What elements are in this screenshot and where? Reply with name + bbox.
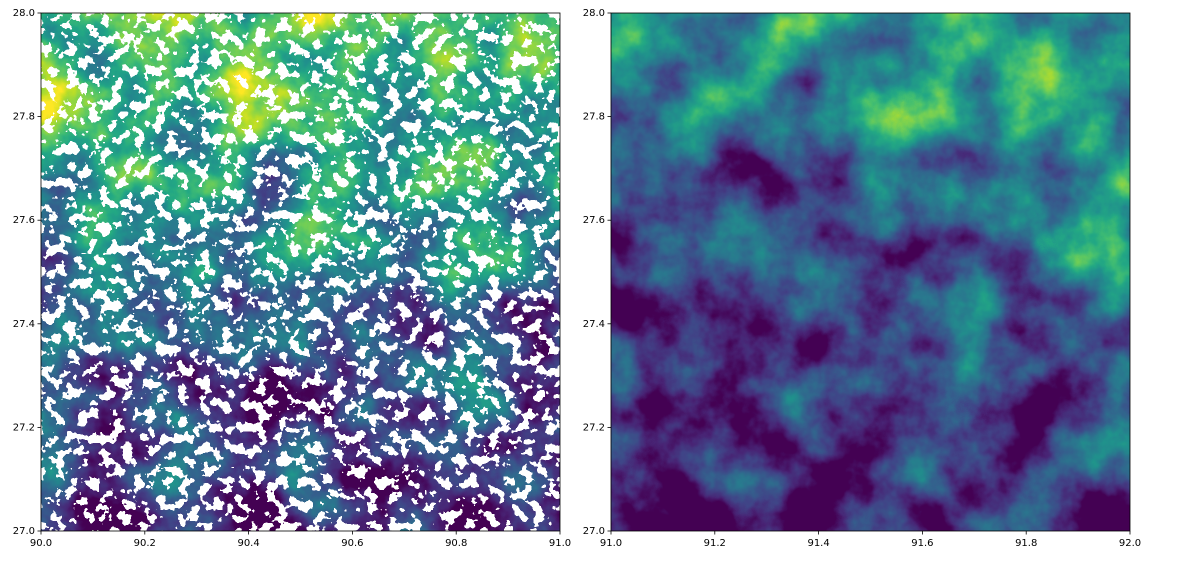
y-tick-label: 28.0: [13, 8, 35, 19]
y-tick-label: 27.6: [13, 215, 35, 226]
x-tick-label: 91.8: [1015, 538, 1037, 549]
y-tick-label: 27.0: [13, 526, 35, 537]
axes: [610, 12, 1131, 532]
x-tick-label: 91.6: [911, 538, 933, 549]
x-tick-label: 91.0: [600, 538, 622, 549]
x-tick-label: 90.2: [134, 538, 156, 549]
x-tick-label: 90.4: [237, 538, 259, 549]
y-tick-label: 27.8: [583, 112, 605, 123]
y-tick-label: 27.4: [13, 319, 35, 330]
y-tick-label: 27.8: [13, 112, 35, 123]
y-tick-label: 28.0: [583, 8, 605, 19]
axes: [40, 12, 561, 532]
x-tick-label: 92.0: [1119, 538, 1141, 549]
axes-frame: [610, 12, 1131, 532]
y-tick-label: 27.6: [583, 215, 605, 226]
x-tick-label: 91.4: [807, 538, 829, 549]
axes-frame: [40, 12, 561, 532]
x-tick-label: 90.8: [445, 538, 467, 549]
x-tick-label: 90.0: [30, 538, 52, 549]
y-tick-label: 27.4: [583, 319, 605, 330]
y-tick-label: 27.2: [583, 422, 605, 433]
x-tick-label: 91.2: [704, 538, 726, 549]
elevation-image: [611, 13, 1130, 531]
y-tick-label: 27.2: [13, 422, 35, 433]
missing-data: [41, 13, 560, 531]
y-tick-label: 27.0: [583, 526, 605, 537]
x-tick-label: 91.0: [549, 538, 571, 549]
x-tick-label: 90.6: [341, 538, 363, 549]
